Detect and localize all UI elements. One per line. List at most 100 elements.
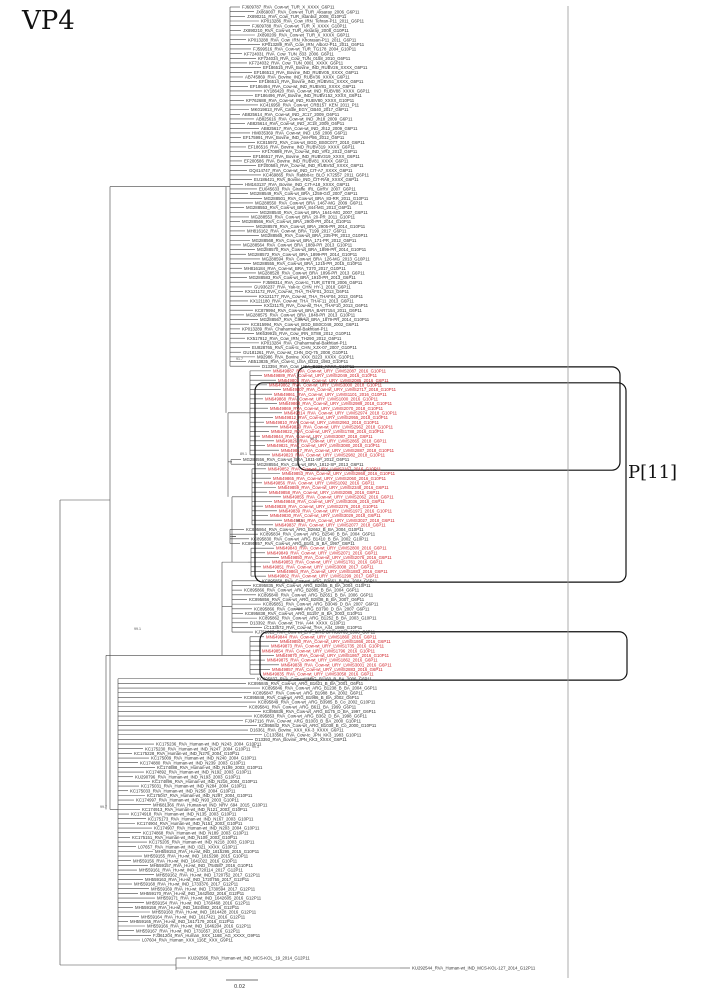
- tip-label: MH559168_RVA_Hu-wt_IND_1733376_2017_G12P…: [134, 882, 239, 887]
- tip-label: KF724032_RVA_Cow_TUN_0001_XXXX_G6P11: [249, 61, 344, 66]
- tip-label: AB825614_RVA_Cow-wt_IND_JC18_2009_G6P11: [247, 121, 345, 126]
- tip-label: KX121180_RVA_Cow-wt_THA_THAF11_2013_G6P1…: [250, 298, 354, 303]
- tip-label: EF186516_RVA_Bovine_IND_RUBV319_XXXX_G6P…: [248, 145, 355, 150]
- tip-label: GU936237_RVA_Yak-tc_CHN_HY-1_2018_G6P11: [254, 285, 351, 290]
- tip-label: KC174918_RVA_Human-wt_IND_N135_2003_G10P…: [131, 812, 237, 817]
- tip-label: MH559167_RVA_Hu-wt_IND_1731657_2016_G12P…: [136, 928, 241, 933]
- tip-label: MN649821_RVA_Cow-wt_URY_LVMS3080_2018_G1…: [267, 443, 381, 448]
- tip-label: KC895835_RVA_Cow-wt_ARG_B2655_B_BA_2004_…: [253, 583, 371, 588]
- tip-label: MH559171_RVA_Hu-wt_IND_1642605_2016_G12P…: [157, 896, 262, 901]
- bootstrap-value: 99.6: [305, 677, 312, 681]
- tip-label: MN649850_RVA_Cow-wt_URY_LVMS2076_2016_G6…: [281, 555, 392, 560]
- tip-label: KC895838_RVA_Cow-wt_ARG_B1197_B_BA_2003_…: [245, 611, 363, 616]
- tip-label: EF186494_RVA_Cow-wt_IND_RUBV81_XXXX_G6P1…: [250, 84, 356, 89]
- tip-label: KC895856_RVA_Cow-wt_ARG_B2838_B_BA_2007_…: [249, 597, 365, 602]
- tip-label: MN649826_RVA_Cow-wt_URY_LVMS2865_2018_G6…: [276, 438, 387, 443]
- tip-label: D13393_RVA_Bovine_JPN_KK3_XXXX_G6P11: [255, 737, 347, 742]
- tip-label: MN649868_RVA_Cow-wt_URY_LVMS1000_2016_G1…: [265, 396, 379, 401]
- tip-label: KX121172_RVA_Cow-wt_THA_THAF01_2013_G6P1…: [245, 289, 350, 294]
- tip-label: KC174888_RVA_Human-wt_IND_N199_2003_G10P…: [157, 765, 263, 770]
- tip-label: EF186514_RVA_Bovine_IND_RUBV51_XXXX_G6P1…: [259, 79, 364, 84]
- tip-label: KC175033_RVA_Human-wt_IND_N258_2004_G10P…: [130, 788, 236, 793]
- tip-label: L07604_RVA_Human_XXX_116E_XXX_G9P11: [142, 938, 234, 943]
- tip-label: MN649835_RVA_Cow-wt_URY_LVMS3058_2016_G6…: [263, 672, 374, 677]
- tip-label: KC895866_RVA_Cow-wt_ARG_B2885_B_BA_2004_…: [244, 588, 360, 593]
- tip-label: KC895866_RVA_Cow-wt_ARG_B3790_D_BA_2007_…: [254, 606, 370, 611]
- outgroup-tip-label: KU292566_RVA_Human-wt_IND_MCS-KOL_19_201…: [188, 956, 310, 961]
- tip-label: EU045633_RVA_Giraffe_IRL_GirRV_2007_G6P1…: [259, 187, 356, 192]
- tip-label: KC174907_RVA_Human-wt_IND_N203_2004_G10P…: [154, 826, 260, 831]
- tip-label: MN649839_RVA_Cow-wt_URY_LVMS1971_2016_G1…: [279, 508, 393, 513]
- tip-label: EU828765_RVA_Cow-tc_CHN_XJX-07_2007_G10P…: [252, 345, 357, 350]
- bootstrap-value: 99.7: [100, 805, 107, 809]
- tip-label: KC815972_RVA_Cow-wt_BGD_BS0C077_2010_G6P…: [257, 140, 365, 145]
- tip-label: EU186421_RVA_Bovine_IND_CIT-RA8_XXXX_G6P…: [254, 177, 359, 182]
- tip-label: MG288556_RVA_Cow-wt_BRA_1811-SP_2012_G6P…: [243, 457, 350, 462]
- tip-label: MH559160_RVA_Hu-wt_IND_1814428_2016_G12P…: [152, 910, 257, 915]
- tip-label: MN649873_RVA_Cow-wt_URY_LVMS1735_2016_G1…: [271, 644, 385, 649]
- tip-label: FJ361204_RVA_Human_XXX_116E_AG_XXXX_G9P1…: [153, 933, 261, 938]
- tip-label: KC416950_RVA_Cow-wt_CRB157_KEN_2011_P11: [260, 103, 360, 108]
- tip-label: MH816162_RVA_Cow-wt_BRA_T199_2017_G6P11: [247, 229, 347, 234]
- tip-label: MG288553_RVA_Cow-wt_BRA_844-MG_2013_G6P1…: [246, 205, 352, 210]
- tip-label: M92986_RVA_Bovine_XXX_B223_XXXX_G10P11: [257, 354, 355, 359]
- tip-label: MG288565_RVA_Cow-wt_BRA_235-PR_2013_G10P…: [261, 233, 368, 238]
- tip-label: MN649887_RVA_Cow-wt_URY_LVMS2087_2016_G1…: [273, 368, 387, 373]
- tip-label: LC133581_RVA_Cow-tc_JPN_KK3_1983_G10P11: [264, 732, 362, 737]
- bootstrap-value: 91.7: [236, 357, 243, 361]
- tip-label: KC895845_RVA_Cow-wt_ARG_B1621_B_BA_2001_…: [248, 681, 364, 686]
- tip-label: MG288567_RVA_Cow-wt_BRA_1879-PR_2014_G10…: [260, 317, 370, 322]
- tip-label: KP013289_RVA_Cow_IRN_Alborz-P11_2011_G6P…: [262, 42, 365, 47]
- bootstrap-value: 99.4: [310, 437, 317, 441]
- tip-label: KC174880_RVA_Human-wt_IND_N239_2003_G10P…: [140, 760, 246, 765]
- tip-label: EF186496_RVA_Bovine_IND_RUBV152_XXXX_G6P…: [255, 93, 362, 98]
- tip-label: AB825617_RVA_Cow-wt_IND_Jh12_2009_G6P11: [261, 126, 358, 131]
- tip-label: MN649844_RVA_Cow-wt_URY_LVMS1860_2016_G6…: [266, 634, 377, 639]
- tip-label: KC895846_RVA_Cow-wt_ARG_B1238_B_BA_2004_…: [262, 686, 378, 691]
- tip-label: MH559157_RVA_Hu-wt_IND_I754587_2016_G10P…: [150, 863, 254, 868]
- tip-label: MG288566_RVA_Cow-wt_BRA_2900-PR_2014_G10…: [242, 219, 352, 224]
- tip-label: D16361_RVA_Bovine_XXX_KK-3_XXXX_G6P11: [250, 728, 344, 733]
- tip-label: KC174913_RVA_Human-wt_IND_N121_2003_G10P…: [142, 807, 248, 812]
- tip-label: AB745869_RVA_Bovine_IND_RUBV36_XXXX_G6P1…: [245, 75, 350, 80]
- tip-label: MN649810_RVA_Cow-wt_URY_LVMS2963_2018_G1…: [266, 420, 380, 425]
- tip-label: KC895853_RVA_Cow-wt_ARG_B362_D_BA_1998_G…: [254, 714, 368, 719]
- tip-label: KC175031_RVA_Human-wt_IND_N284_2004_G10P…: [141, 784, 247, 789]
- tip-labels: FJ609787_RVA_Cow-wt_TUR_X_XXXX_G6P11JX86…: [130, 5, 536, 971]
- tip-label: JX890211_RVA_Cow_TUR_Istanbul_2008_G10P1…: [247, 14, 347, 19]
- tip-label: LC133572_RVA_Cow-wt_THA_A44_1989_G10P11: [264, 625, 363, 630]
- tip-label: MN649857_RVA_Cow-wt_URY_LVMS2883_2016_G6…: [272, 667, 383, 672]
- tip-label: MN649856_RVA_Cow-wt_URY_LVMS1092_2016_G6…: [264, 480, 375, 485]
- tip-label: MN649820_RVA_Cow-wt_URY_LVMS2962_2018_G1…: [280, 424, 394, 429]
- tip-label: MG288554_RVA_Cow-wt_BRA_1812-SP_2013_G6P…: [257, 462, 364, 467]
- tip-label: MN649851_RVA_Cow-wt_URY_LVMS3008_2017_G6…: [263, 564, 374, 569]
- tip-label: MH559164_RVA_Hu-wt_IND_1617421_2016_G12P…: [141, 914, 246, 919]
- tip-label: MN649861_RVA_Cow-wt_URY_LVMS1101_2016_G1…: [274, 392, 387, 397]
- tip-label: KC175047_RVA_Human-wt_IND_N297_2004_G10P…: [147, 793, 253, 798]
- tip-label: MH559161_RVA_Hu-wt_IND_1720114_2017_G12P…: [139, 868, 243, 873]
- tip-label: KC175151_RVA_Human-wt_IND_N109_2003_G10P…: [132, 835, 238, 840]
- tip-label: KC175236_RVA_Human-wt_IND_N243_2004_G10P…: [156, 742, 262, 747]
- tip-label: KJ751625_RVA_Cow-wt_ZAF_MRC-DPRU3705_200…: [255, 630, 376, 635]
- tip-label: HM035369_RVA_Cow-wt_IND_L58_2008_G6P11: [252, 131, 348, 136]
- tip-label: EF186517_RVA_Bovine_IND_RUBV319_XXXX_G6P…: [253, 154, 360, 159]
- tip-label: MH681366_RVA_Human-wt_IND_NRV_694_2015_G…: [153, 802, 268, 807]
- bootstrap-value: 99.1: [134, 627, 141, 631]
- tip-label: MN649862_RVA_Cow-wt_URY_LVMS1299_2017_G6…: [268, 574, 379, 579]
- tip-label: MH559154_RVA_Hu-wt_IND_1760468_2016_G12P…: [146, 900, 251, 905]
- tip-label: KC174997_RVA_Human-wt_IND_N93_2003_G10P1…: [136, 798, 240, 803]
- tip-label: MG288549_RVA_Cow-wt_BRA_1259-GO_2007_G6P…: [250, 191, 358, 196]
- tip-label: MN649828_RVA_Cow-wt_URY_LVMS2276_2018_G1…: [265, 504, 379, 509]
- scale-bar-label: 0.02: [234, 984, 246, 990]
- highlight-box: [297, 366, 621, 471]
- tip-label: KC895848_RVA_Cow-wt_ARG_B1986_B_BA_2002_…: [244, 695, 360, 700]
- tip-label: KC895847_RVA_Cow-wt_ARG_B1988_BA_2002_G6…: [253, 690, 363, 695]
- tip-label: JX890210_RVA_Cow-wt_TUR_Aksaray_2008_G10…: [243, 28, 349, 33]
- bootstrap-value: 99.3: [252, 745, 259, 749]
- tip-label: MN649812_RVA_Cow-wt_URY_LVMS2955_2018_G1…: [275, 415, 389, 420]
- tip-label: GU181261_RVA_Cow-wt_CHN_DQ-75_2008_G10P1…: [243, 350, 348, 355]
- tip-label: MN649837_RVA_Cow-wt_URY_LVMS2077_2018_G6…: [275, 522, 386, 527]
- tip-label: KX121175_RVA_Cow-wt_THA_THAF10_2013_G6P1…: [264, 303, 369, 308]
- tip-label: GQ414747_RVA_Cow-wt_IND_CIT-A7_XXXX_G6P1…: [249, 168, 353, 173]
